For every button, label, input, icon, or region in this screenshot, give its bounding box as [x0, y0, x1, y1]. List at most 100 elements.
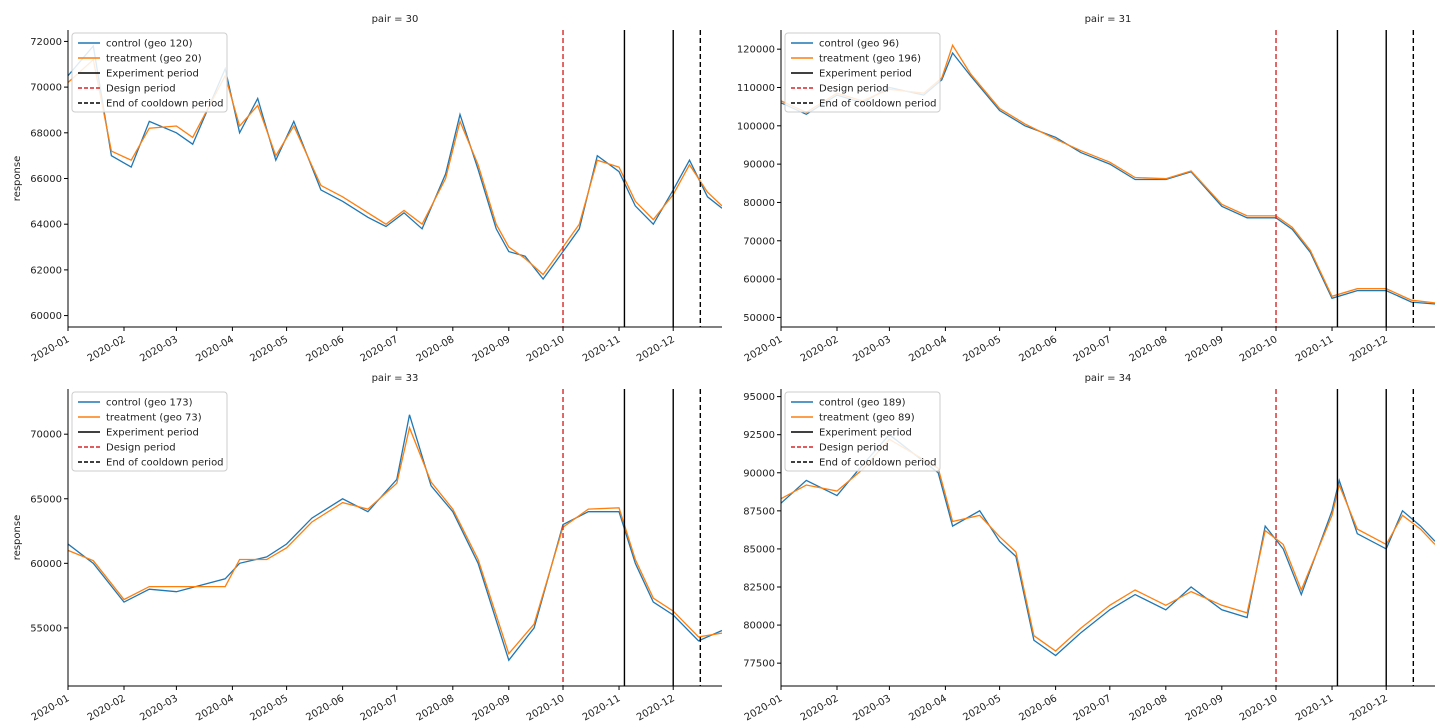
- x-tick-label: 2020-08: [1128, 334, 1170, 364]
- x-tick-label: 2020-12: [1348, 334, 1390, 364]
- x-tick-label: 2020-05: [961, 334, 1003, 364]
- x-tick-label: 2020-08: [415, 693, 457, 723]
- x-tick-label: 2020-09: [471, 334, 513, 364]
- x-tick-label: 2020-11: [1294, 693, 1336, 723]
- x-tick-label: 2020-05: [248, 334, 290, 364]
- y-tick-label: 120000: [737, 45, 775, 56]
- x-tick-label: 2020-06: [1017, 334, 1059, 364]
- x-tick-label: 2020-06: [304, 693, 346, 723]
- x-tick-label: 2020-08: [415, 334, 457, 364]
- x-tick-label: 2020-12: [635, 693, 677, 723]
- y-tick-label: 60000: [30, 311, 62, 322]
- legend-entry: control (geo 120): [106, 39, 193, 50]
- legend-entry: treatment (geo 89): [819, 413, 915, 424]
- x-tick-label: 2020-02: [799, 693, 841, 723]
- legend-entry: treatment (geo 73): [106, 413, 202, 424]
- y-tick-label: 66000: [30, 174, 62, 185]
- x-tick-label: 2020-11: [581, 693, 623, 723]
- x-tick-label: 2020-06: [304, 334, 346, 364]
- legend-entry: treatment (geo 196): [819, 54, 921, 65]
- y-tick-label: 82500: [743, 583, 775, 594]
- x-tick-label: 2020-09: [1184, 693, 1226, 723]
- y-tick-label: 87500: [743, 506, 775, 517]
- legend-entry: Experiment period: [819, 428, 912, 439]
- x-tick-label: 2020-04: [194, 693, 236, 723]
- y-tick-label: 90000: [743, 160, 775, 171]
- x-tick-label: 2020-10: [525, 693, 567, 723]
- legend-box: [71, 391, 228, 472]
- y-tick-label: 90000: [743, 468, 775, 479]
- x-tick-label: 2020-04: [907, 693, 949, 723]
- x-tick-label: 2020-05: [961, 693, 1003, 723]
- x-tick-label: 2020-03: [851, 334, 893, 364]
- legend-entry: control (geo 96): [819, 39, 899, 50]
- x-tick-label: 2020-04: [907, 334, 949, 364]
- x-tick-label: 2020-12: [635, 334, 677, 364]
- x-tick-label: 2020-07: [1072, 693, 1114, 723]
- legend-entry: treatment (geo 20): [106, 54, 202, 65]
- legend-entry: End of cooldown period: [819, 458, 937, 469]
- chart-title: pair = 31: [1085, 14, 1132, 25]
- legend-entry: End of cooldown period: [106, 99, 224, 110]
- subplot-pair-34: pair = 34 77500 80000 82500 85000 87500 90000 9…: [743, 373, 1435, 723]
- x-tick-label: 2020-08: [1128, 693, 1170, 723]
- y-tick-label: 64000: [30, 220, 62, 231]
- subplot-pair-31: pair = 31 50000 60000 70000 80000 90000 100000…: [737, 14, 1435, 364]
- x-tick-label: 2020-11: [581, 334, 623, 364]
- x-tick-label: 2020-03: [138, 693, 180, 723]
- x-tick-label: 2020-10: [1238, 334, 1280, 364]
- legend-entry: Design period: [819, 84, 889, 95]
- legend-box: [784, 32, 941, 113]
- x-tick-label: 2020-03: [138, 334, 180, 364]
- x-tick-label: 2020-07: [1072, 334, 1114, 364]
- x-tick-label: 2020-10: [525, 334, 567, 364]
- x-tick-label: 2020-06: [1017, 693, 1059, 723]
- y-tick-label: 70000: [30, 83, 62, 94]
- y-tick-label: 100000: [737, 121, 775, 132]
- legend-entry: control (geo 189): [819, 398, 906, 409]
- x-tick-label: 2020-12: [1348, 693, 1390, 723]
- y-tick-label: 92500: [743, 430, 775, 441]
- y-tick-label: 95000: [743, 392, 775, 403]
- legend-box: [784, 391, 941, 472]
- y-axis-label: response: [12, 156, 23, 201]
- legend-entry: Experiment period: [106, 69, 199, 80]
- subplot-pair-30: pair = 30 response 60000 62000 64000 66000 680…: [12, 14, 722, 364]
- y-tick-label: 55000: [30, 623, 62, 634]
- x-tick-label: 2020-11: [1294, 334, 1336, 364]
- legend-entry: Design period: [819, 443, 889, 454]
- subplot-pair-33: pair = 33 response 55000 60000 65000 70000 202…: [12, 373, 722, 723]
- y-tick-label: 110000: [737, 83, 775, 94]
- x-tick-label: 2020-07: [359, 693, 401, 723]
- y-tick-label: 80000: [743, 198, 775, 209]
- legend: control (geo 96) treatment (geo 196) Exper…: [784, 32, 941, 113]
- y-tick-label: 65000: [30, 494, 62, 505]
- series-line-treatment: [68, 425, 722, 656]
- legend-entry: End of cooldown period: [819, 99, 937, 110]
- x-tick-label: 2020-02: [799, 334, 841, 364]
- x-tick-label: 2020-02: [86, 334, 128, 364]
- y-tick-label: 77500: [743, 659, 775, 670]
- chart-title: pair = 30: [372, 14, 419, 25]
- chart-title: pair = 34: [1085, 373, 1132, 384]
- y-tick-label: 68000: [30, 128, 62, 139]
- x-tick-label: 2020-02: [86, 693, 128, 723]
- x-tick-label: 2020-09: [1184, 334, 1226, 364]
- x-tick-label: 2020-09: [471, 693, 513, 723]
- legend: control (geo 189) treatment (geo 89) Exper…: [784, 391, 941, 472]
- legend-entry: End of cooldown period: [106, 458, 224, 469]
- legend-entry: Experiment period: [106, 428, 199, 439]
- y-tick-label: 72000: [30, 37, 62, 48]
- x-tick-label: 2020-10: [1238, 693, 1280, 723]
- legend-entry: Design period: [106, 443, 176, 454]
- y-tick-label: 50000: [743, 313, 775, 324]
- y-tick-label: 62000: [30, 265, 62, 276]
- legend: control (geo 120) treatment (geo 20) Exper…: [71, 32, 228, 113]
- x-tick-label: 2020-01: [743, 334, 785, 364]
- legend: control (geo 173) treatment (geo 73) Exper…: [71, 391, 228, 472]
- y-tick-label: 80000: [743, 621, 775, 632]
- x-tick-label: 2020-03: [851, 693, 893, 723]
- x-tick-label: 2020-01: [30, 693, 72, 723]
- legend-entry: Experiment period: [819, 69, 912, 80]
